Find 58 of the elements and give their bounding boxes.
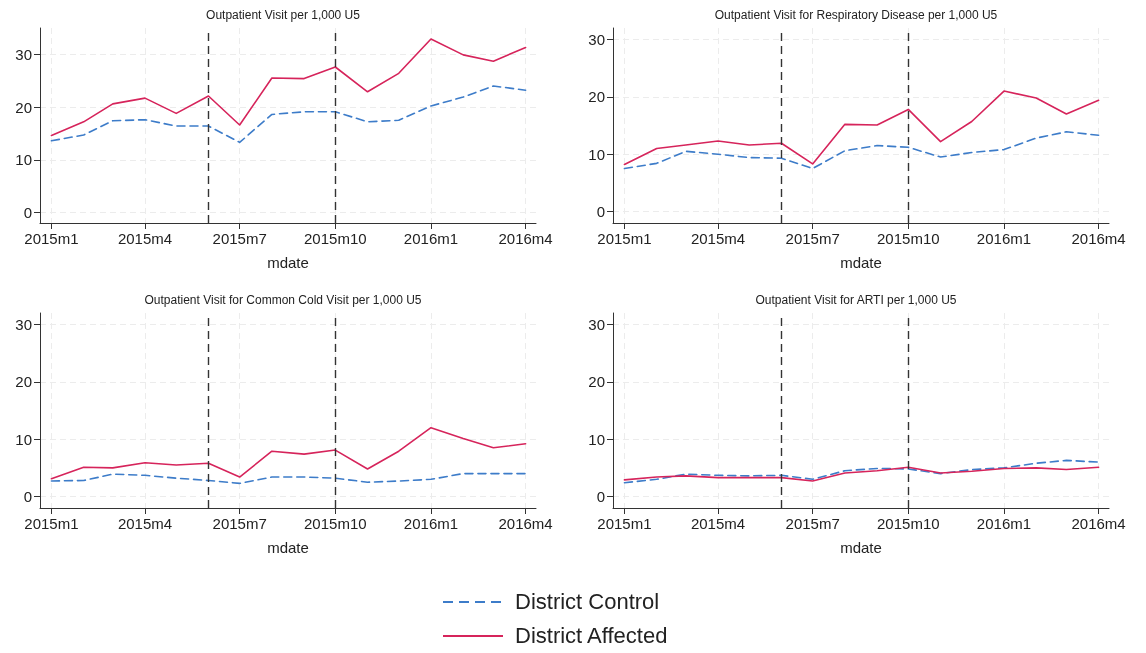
x-tick-label: 2015m1 [24,515,79,532]
x-tick-label: 2015m1 [24,230,79,247]
line-series [623,459,1100,484]
chart-title: Outpatient Visit per 1,000 U5 [206,8,361,22]
chart-title: Outpatient Visit for Common Cold Visit per 1,000 U5 [144,293,422,307]
y-tick-label: 10 [15,151,32,169]
x-tick-label: 2015m4 [690,230,746,247]
y-tick-label: 20 [15,98,32,116]
y-tick-label: 0 [596,488,605,506]
line-series [623,90,1100,166]
y-tick-label: 10 [588,145,605,163]
y-tick-label: 0 [596,203,605,221]
y-tick-label: 20 [15,373,32,391]
x-tick-label: 2016m1 [403,515,459,532]
line-series [50,38,527,137]
x-tick-label: 2016m1 [976,515,1032,532]
x-axis-title: mdate [840,254,882,271]
line-series [50,85,527,144]
x-tick-label: 2016m1 [976,230,1032,247]
x-axis-title: mdate [840,539,882,556]
x-axis-title: mdate [267,539,309,556]
y-tick-label: 30 [15,315,32,333]
line-series [623,466,1100,482]
x-tick-label: 2015m10 [304,230,367,247]
y-tick-label: 0 [23,203,32,221]
x-tick-label: 2015m1 [597,230,652,247]
x-tick-label: 2015m10 [304,515,367,532]
x-tick-label: 2015m7 [212,515,267,532]
line-series [50,426,527,480]
chart-title: Outpatient Visit for Respiratory Disease per 1,000 U5 [714,8,998,22]
line-series [50,472,527,485]
x-tick-label: 2015m4 [117,230,173,247]
x-tick-label: 2016m1 [403,230,459,247]
y-tick-label: 20 [588,373,605,391]
x-tick-label: 2015m1 [597,515,652,532]
x-tick-label: 2015m10 [877,515,940,532]
legend-label: District Control [515,589,660,615]
y-tick-label: 30 [588,30,605,48]
x-axis-title: mdate [267,254,309,271]
x-tick-label: 2015m10 [877,230,940,247]
y-tick-label: 0 [23,488,32,506]
y-tick-label: 10 [15,430,32,448]
x-tick-label: 2016m4 [498,230,553,247]
chart-title: Outpatient Visit for ARTI per 1,000 U5 [755,293,957,307]
y-tick-label: 20 [588,88,605,106]
x-tick-label: 2015m7 [785,230,840,247]
x-tick-label: 2015m7 [785,515,840,532]
x-tick-label: 2016m4 [1071,515,1126,532]
x-tick-label: 2015m4 [690,515,746,532]
y-tick-label: 10 [588,430,605,448]
x-tick-label: 2015m7 [212,230,267,247]
y-tick-label: 30 [588,315,605,333]
y-tick-label: 30 [15,45,32,63]
x-tick-label: 2016m4 [498,515,553,532]
legend-label: District Affected [515,623,668,649]
x-tick-label: 2015m4 [117,515,173,532]
line-series [623,131,1100,170]
x-tick-label: 2016m4 [1071,230,1126,247]
